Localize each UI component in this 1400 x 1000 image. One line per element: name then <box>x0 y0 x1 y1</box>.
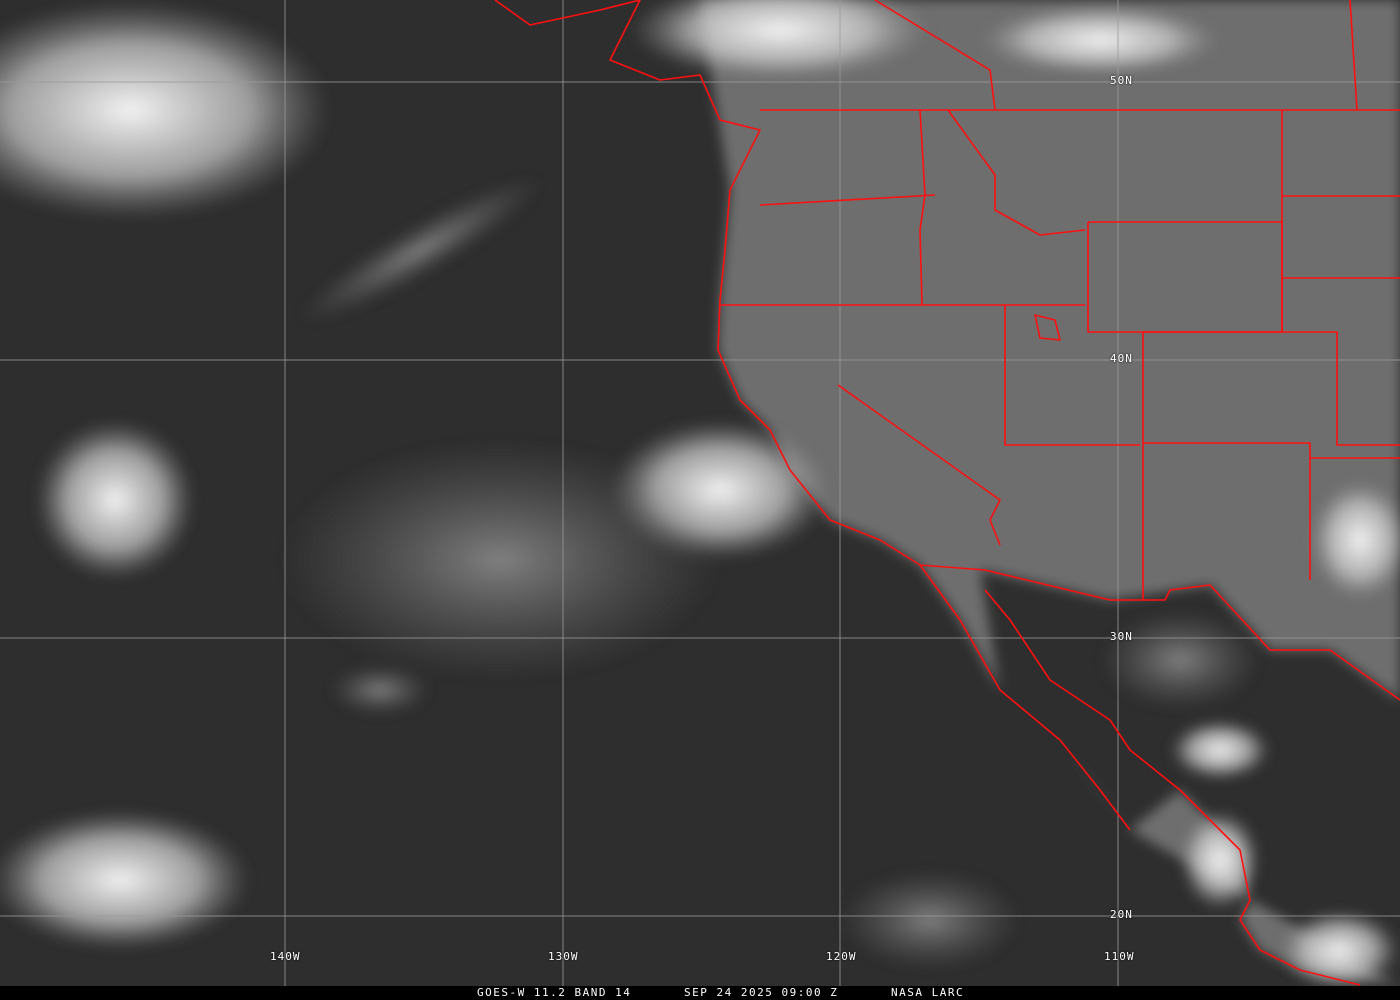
us-mexico-border <box>919 564 1400 701</box>
datetime-label: SEP 24 2025 09:00 Z <box>684 986 839 999</box>
political-borders <box>494 0 1400 986</box>
lat-label-40n: 40N <box>1110 352 1133 365</box>
image-caption-bar: GOES-W 11.2 BAND 14 SEP 24 2025 09:00 Z … <box>0 986 1400 1000</box>
lat-label-50n: 50N <box>1110 74 1133 87</box>
lon-label-110w: 110W <box>1104 950 1135 963</box>
credit-label: NASA LARC <box>891 986 965 999</box>
wa-or-border <box>759 194 936 206</box>
lat-label-30n: 30N <box>1110 630 1133 643</box>
lon-label-140w: 140W <box>270 950 301 963</box>
lon-label-130w: 130W <box>548 950 579 963</box>
coastline <box>494 0 1131 831</box>
land-area <box>700 0 1400 986</box>
product-label: GOES-W 11.2 BAND 14 <box>477 986 632 999</box>
baja-gulf-coast <box>984 589 1361 986</box>
lat-label-20n: 20N <box>1110 908 1133 921</box>
lon-label-120w: 120W <box>826 950 857 963</box>
